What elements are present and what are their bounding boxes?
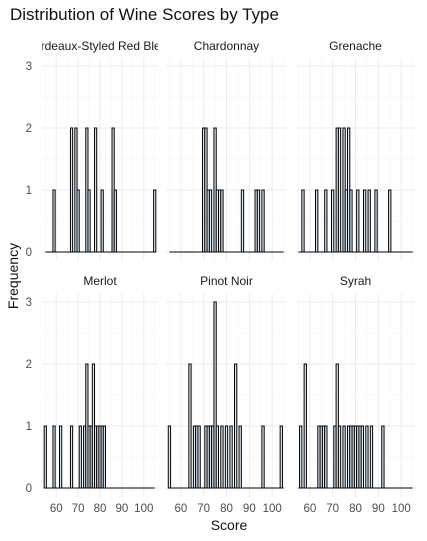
y-tick-label: 1 xyxy=(26,421,32,433)
x-axis-title: Score xyxy=(211,517,248,533)
x-tick-label: 100 xyxy=(263,503,282,515)
histogram-bar xyxy=(356,189,360,253)
y-tick-label: 0 xyxy=(26,483,32,495)
x-tick-label: 80 xyxy=(94,503,107,515)
facet-label: Chardonnay xyxy=(194,39,259,53)
histogram-bar xyxy=(113,189,117,253)
histogram-bar xyxy=(279,425,283,489)
x-tick-label: 70 xyxy=(326,503,339,515)
histogram-bar xyxy=(94,127,98,253)
histogram-bar xyxy=(388,189,392,253)
histogram-bar xyxy=(261,189,265,253)
histogram-bar xyxy=(78,425,82,489)
x-tick-label: 60 xyxy=(50,503,63,515)
histogram-bar xyxy=(315,189,319,253)
histogram-bar xyxy=(76,189,80,253)
histogram-bar xyxy=(349,189,353,253)
histogram-bar xyxy=(153,189,157,253)
histogram-bar xyxy=(87,189,91,253)
x-tick-label: 60 xyxy=(174,503,187,515)
x-tick-label: 80 xyxy=(220,503,233,515)
histogram-bar xyxy=(59,425,63,489)
facet-label: Bordeaux-Styled Red Blend xyxy=(26,39,174,53)
facet-panel: Pinot Noir xyxy=(166,274,287,497)
histogram-bar xyxy=(337,425,342,489)
histogram-bar xyxy=(229,425,233,489)
histogram-bar xyxy=(303,363,307,489)
histogram-bar xyxy=(100,189,104,253)
y-tick-label: 1 xyxy=(26,185,32,197)
histogram-bar xyxy=(369,425,374,489)
facet-label: Merlot xyxy=(83,274,117,288)
histogram-bar xyxy=(224,425,229,489)
histogram-bar xyxy=(362,189,367,253)
histogram-bar xyxy=(238,425,242,489)
facet-panel: Syrah xyxy=(295,274,416,497)
histogram-bar xyxy=(220,189,224,253)
x-tick-label: 90 xyxy=(372,503,385,515)
histogram-bar xyxy=(360,425,364,489)
histogram-bar xyxy=(240,189,245,253)
x-tick-label: 100 xyxy=(392,503,411,515)
histogram-bar xyxy=(256,189,261,253)
x-tick-label: 60 xyxy=(303,503,316,515)
histogram-bar xyxy=(261,425,265,489)
histogram-bar xyxy=(167,425,172,489)
histogram-bar xyxy=(213,301,217,489)
x-tick-label: 100 xyxy=(134,503,153,515)
histogram-bar xyxy=(233,363,238,489)
facet-panel: Chardonnay xyxy=(166,39,287,261)
histogram-bar xyxy=(102,425,106,489)
facet-label: Grenache xyxy=(329,39,382,53)
histogram-bar xyxy=(367,189,371,253)
histogram-bar xyxy=(188,363,192,489)
x-tick-label: 80 xyxy=(349,503,362,515)
histogram-bar xyxy=(52,189,56,253)
y-tick-label: 2 xyxy=(26,359,32,371)
histogram-bar xyxy=(337,127,342,253)
histogram-bar xyxy=(215,425,220,489)
y-tick-label: 2 xyxy=(26,123,32,135)
histogram-bar xyxy=(324,425,328,489)
histogram-bar xyxy=(331,189,335,253)
x-tick-label: 70 xyxy=(72,503,85,515)
x-tick-label: 70 xyxy=(197,503,210,515)
histogram-bar xyxy=(365,425,369,489)
facet-label: Syrah xyxy=(340,274,371,288)
histogram-bar xyxy=(208,189,213,253)
histogram-bar xyxy=(381,425,385,489)
histogram-bar xyxy=(43,425,47,489)
y-tick-label: 3 xyxy=(26,61,32,73)
facet-panel: Bordeaux-Styled Red Blend xyxy=(26,39,174,261)
x-tick-label: 90 xyxy=(115,503,128,515)
histogram-bar xyxy=(374,189,378,253)
histogram-bar xyxy=(52,425,56,489)
y-tick-label: 0 xyxy=(26,247,32,259)
histogram-bar xyxy=(197,425,201,489)
facet-label: Pinot Noir xyxy=(200,274,253,288)
histogram-bar xyxy=(301,189,305,253)
histogram-bar xyxy=(69,425,74,489)
facet-panel: Grenache xyxy=(295,39,416,261)
chart-title: Distribution of Wine Scores by Type xyxy=(10,5,279,24)
histogram-bar xyxy=(220,425,224,489)
y-axis-title: Frequency xyxy=(5,243,21,309)
y-tick-label: 3 xyxy=(26,297,32,309)
histogram-bar xyxy=(324,189,328,253)
histogram-bar xyxy=(69,127,74,253)
histogram-bar xyxy=(299,425,303,489)
facet-panel: Merlot xyxy=(42,274,158,497)
x-tick-label: 90 xyxy=(243,503,256,515)
histogram-bar xyxy=(342,425,346,489)
